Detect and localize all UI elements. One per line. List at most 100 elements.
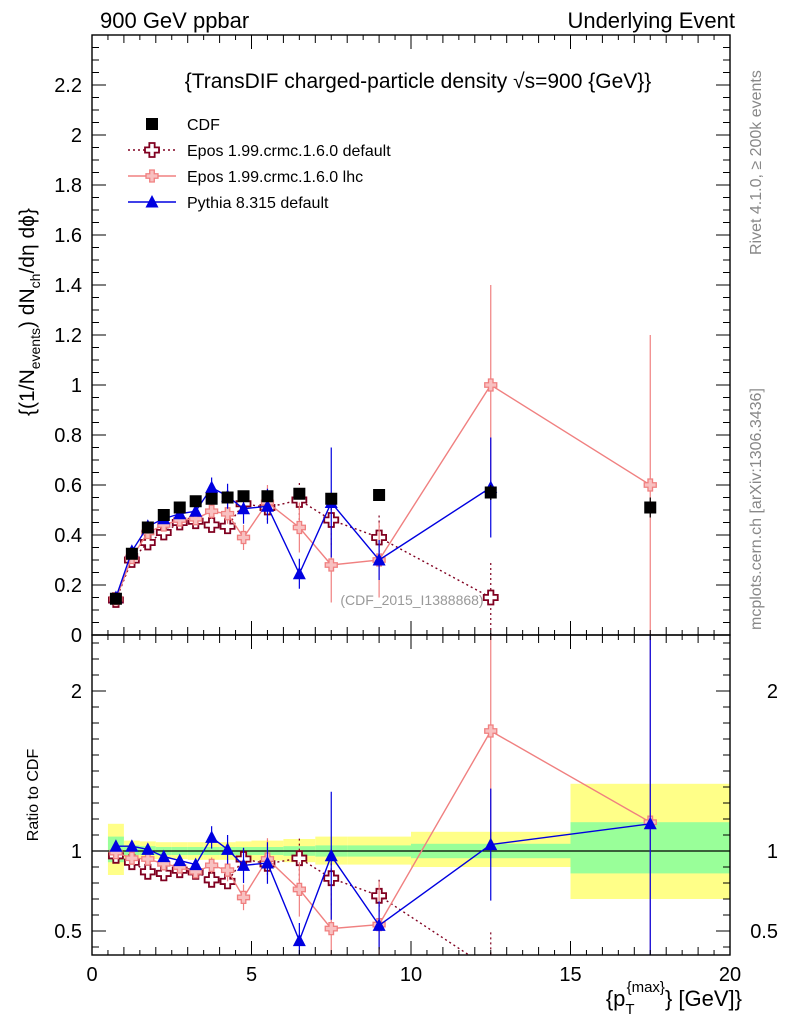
ratio-point-pythia: [643, 816, 657, 830]
xlabel-b: } [GeV]}: [665, 986, 742, 1011]
main-ytick-label: 1.4: [54, 275, 82, 297]
main-point-pythia: [189, 504, 203, 517]
header-left: 900 GeV ppbar: [100, 8, 249, 33]
main-point-cdf: [109, 592, 122, 605]
ratio-ytick-label-right: 1: [767, 841, 778, 863]
legend-label-pythia: Pythia 8.315 default: [187, 195, 329, 212]
legend-label-epos_lhc: Epos 1.99.crmc.1.6.0 lhc: [187, 169, 363, 186]
main-point-epos_lhc: [204, 504, 219, 518]
main-ytick-label: 0.6: [54, 475, 82, 497]
ratio-point-pythia: [237, 858, 251, 871]
ratio-point-pythia: [109, 839, 123, 852]
ratio-point-epos_lhc: [324, 921, 338, 936]
ratio-point-epos_default: [291, 850, 308, 867]
ratio-point-pythia: [205, 830, 219, 843]
main-ytick-label: 0: [71, 625, 82, 647]
legend-marker-epos_lhc: [145, 169, 159, 183]
ratio-point-pythia: [125, 839, 139, 852]
ratio-point-pythia: [324, 848, 338, 862]
ratio-point-pythia: [173, 853, 187, 867]
ratio-xtick-label: 0: [86, 964, 97, 986]
main-point-cdf: [484, 486, 497, 499]
main-panel: (CDF_2015_I1388868) {TransDIF charged-pa…: [54, 34, 731, 647]
main-ytick-label: 2: [71, 125, 82, 147]
ratio-point-epos_lhc: [141, 852, 155, 866]
ratio-series-group: [108, 635, 657, 976]
ratio-ytick-label: 2: [71, 681, 82, 703]
ratio-point-epos_lhc: [125, 851, 139, 865]
main-ylabel-sub2: ch: [27, 274, 43, 289]
main-data-layer: [108, 285, 657, 635]
main-point-cdf: [157, 509, 170, 521]
ratio-uncertainty-bands: [92, 783, 730, 899]
ratio-point-pythia: [292, 933, 306, 947]
ratio-point-epos_default: [155, 865, 172, 882]
legend-label-epos_default: Epos 1.99.crmc.1.6.0 default: [187, 143, 391, 160]
main-ytick-label: 1: [71, 375, 82, 397]
ratio-point-pythia: [189, 857, 203, 871]
ratio-ytick-label: 0.5: [54, 921, 82, 943]
main-ytick-label: 1.2: [54, 325, 82, 347]
ratio-ytick-label-right: 0.5: [750, 921, 778, 943]
main-point-epos_default: [482, 589, 499, 606]
main-point-cdf: [173, 501, 186, 514]
legend-marker-cdf: [146, 118, 158, 130]
main-ytick-label: 2.2: [54, 75, 82, 97]
watermark: (CDF_2015_I1388868): [340, 592, 483, 608]
main-ytick-label: 0.2: [54, 575, 82, 597]
ratio-panel: 0.5 0.51 12 20 5 10 15 20: [54, 634, 778, 986]
chart-title-suffix: s=900 {GeV}}: [525, 70, 652, 93]
ratio-ylabel: Ratio to CDF: [25, 749, 42, 842]
main-point-cdf: [237, 490, 250, 503]
ratio-xtick-label: 20: [719, 964, 741, 986]
ratio-xtick-label: 5: [246, 964, 257, 986]
main-point-cdf: [221, 491, 234, 504]
main-ylabel-a: {(1/N: [16, 369, 39, 416]
main-point-epos_lhc: [643, 478, 657, 492]
main-series-cdf: [109, 485, 657, 605]
ratio-point-pythia: [372, 918, 386, 931]
ratio-data-layer: [108, 635, 657, 976]
ratio-ytick-label: 1: [71, 841, 82, 863]
main-point-epos_lhc: [220, 507, 235, 521]
ratio-axes: 0.5 0.51 12 20 5 10 15 20: [54, 634, 778, 986]
ratio-xtick-label: 15: [559, 964, 581, 986]
main-point-cdf: [189, 495, 202, 508]
ratio-point-pythia: [260, 856, 274, 869]
main-line-epos_default: [115, 499, 492, 601]
main-series-epos_default: [108, 480, 499, 635]
ratio-point-epos_default: [484, 962, 498, 976]
ratio-point-pythia: [141, 842, 155, 855]
main-ytick-label: 0.4: [54, 525, 82, 547]
main-point-cdf: [205, 492, 218, 505]
main-ytick-label: 1.8: [54, 175, 82, 197]
main-ytick-label: 0.8: [54, 425, 82, 447]
legend-label-cdf: CDF: [187, 117, 220, 134]
main-point-pythia: [205, 480, 219, 493]
main-point-cdf: [373, 489, 386, 501]
main-point-epos_default: [139, 534, 156, 551]
ratio-ytick-label-right: 2: [767, 681, 778, 703]
header-right: Underlying Event: [567, 8, 735, 33]
ratio-point-pythia: [484, 837, 498, 851]
legend-marker-epos_default: [144, 142, 160, 158]
ratio-point-epos_default: [139, 863, 156, 880]
main-point-epos_lhc: [292, 520, 306, 535]
main-ylabel-sub1: events: [27, 328, 43, 369]
ratio-point-epos_lhc: [484, 724, 498, 738]
main-ylabel-c: /dη dϕ}: [16, 208, 39, 273]
main-series-epos_lhc: [109, 285, 657, 635]
xlabel-a: {p: [606, 986, 626, 1011]
main-point-cdf: [125, 547, 138, 560]
main-ytick-label: 1.6: [54, 225, 82, 247]
ratio-point-epos_default: [203, 871, 220, 888]
main-point-cdf: [141, 521, 154, 534]
main-point-epos_lhc: [324, 558, 338, 572]
main-axes: 0 0.2 0.4 0.6 0.8 1 1.2 1.4 1.6 1.8 2 2.2: [54, 34, 731, 647]
mcplots-label: mcplots.cern.ch [arXiv:1306.3436]: [748, 388, 765, 630]
xlabel-sub: T: [625, 1001, 634, 1018]
main-point-pythia: [372, 553, 386, 566]
main-point-cdf: [325, 492, 338, 505]
ratio-point-epos_lhc: [292, 882, 306, 897]
main-point-epos_lhc: [484, 378, 498, 392]
